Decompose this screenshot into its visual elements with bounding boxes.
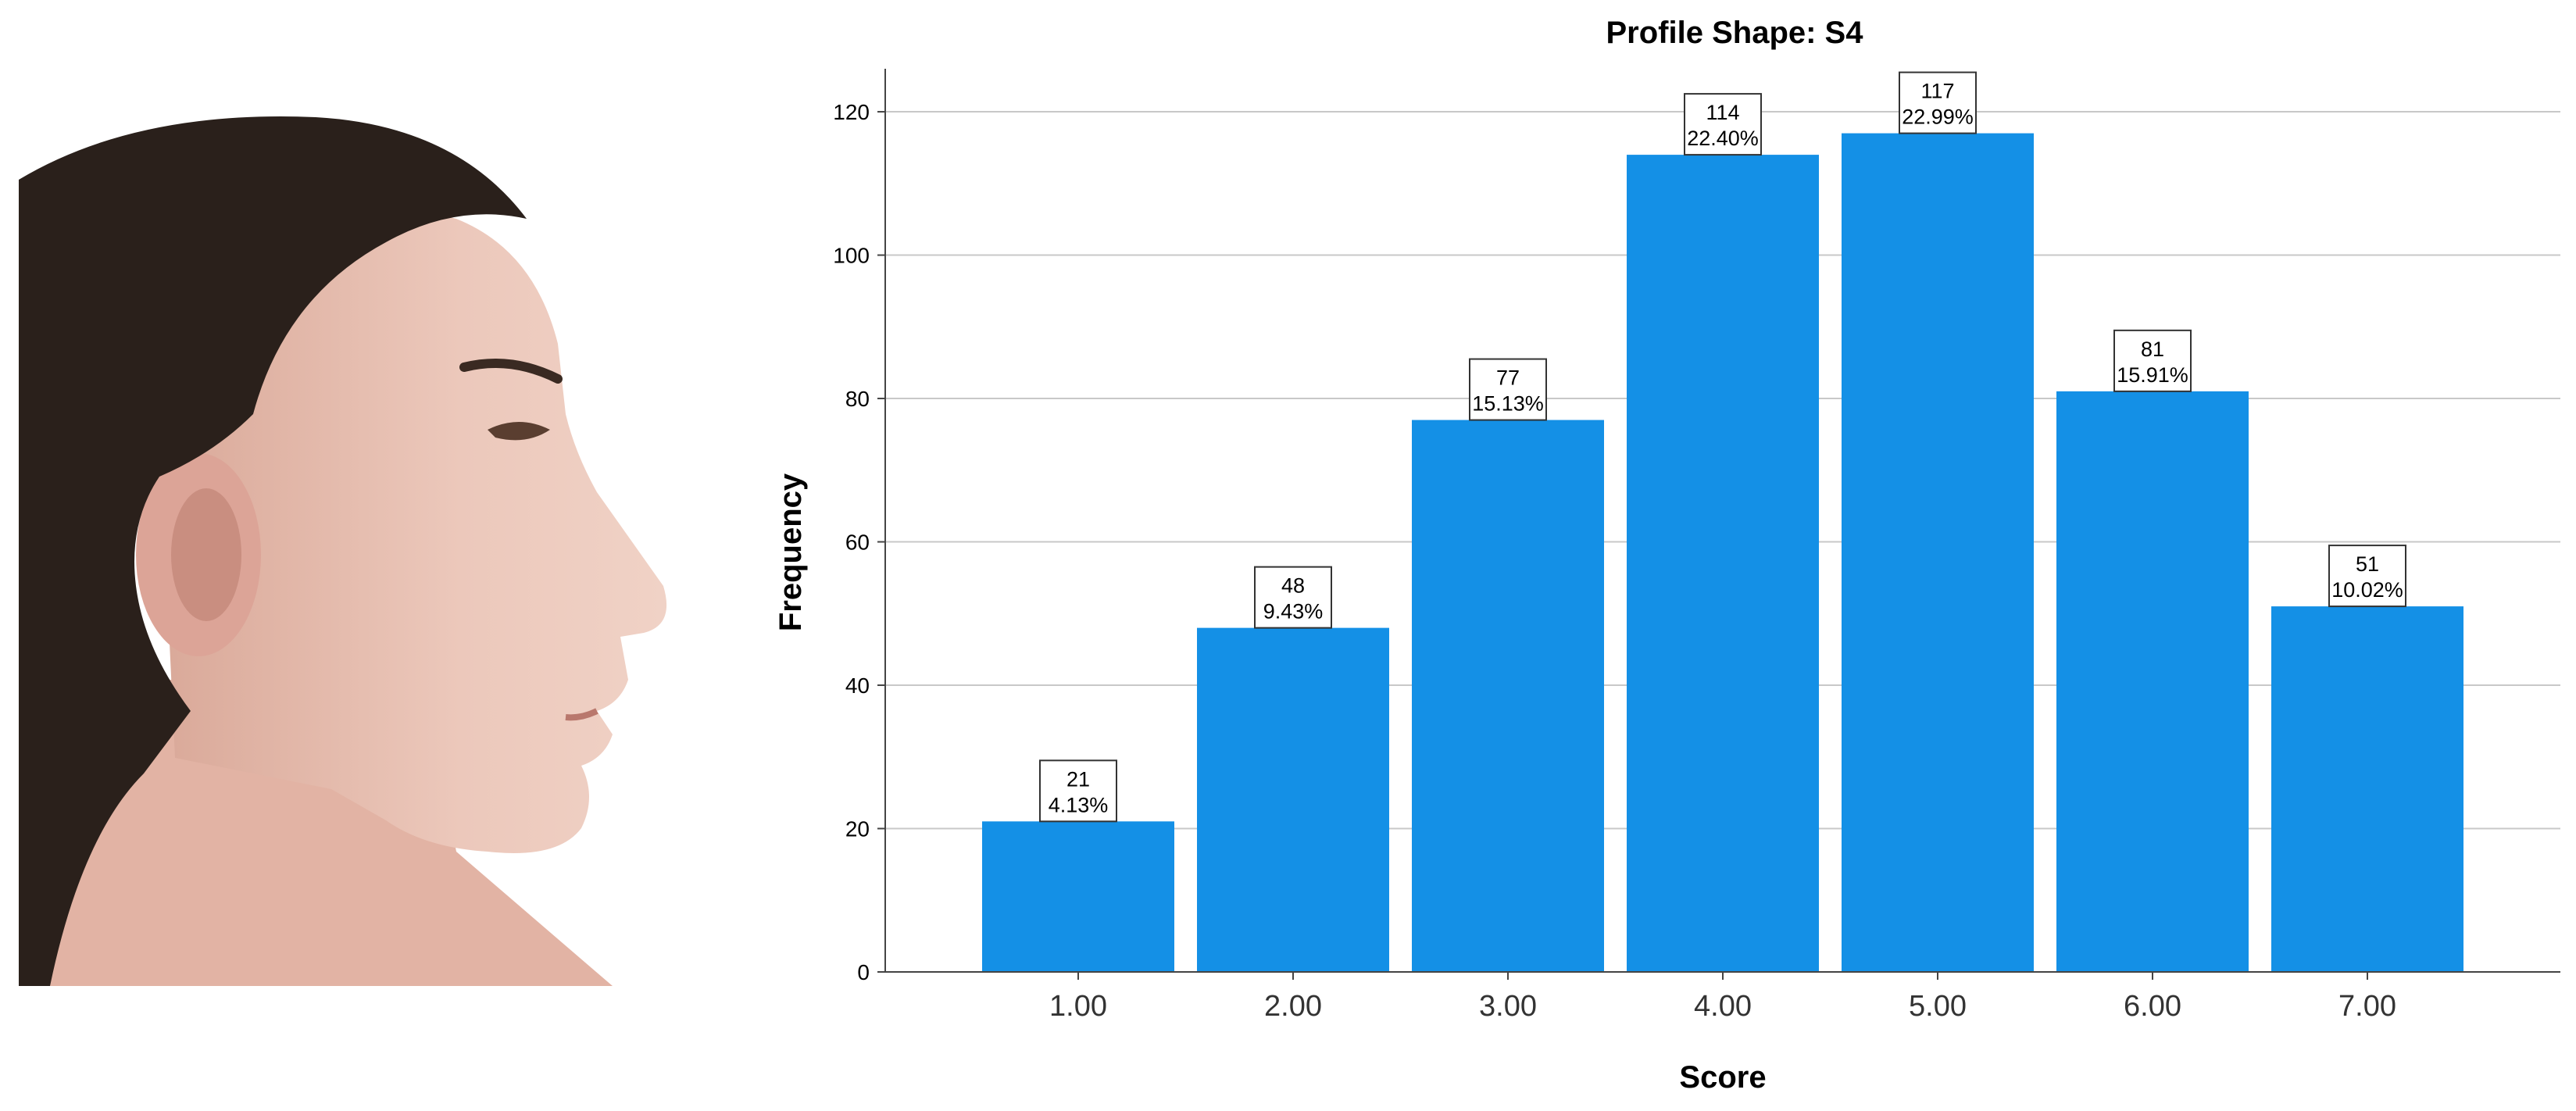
data-label-percent: 22.99% — [1902, 105, 1974, 129]
bar — [2056, 391, 2249, 972]
bar — [1412, 420, 1604, 972]
y-tick-label: 0 — [857, 960, 870, 984]
bars — [982, 133, 2463, 973]
data-label-box — [2328, 545, 2406, 608]
data-label-percent: 15.13% — [1472, 392, 1544, 416]
bar — [982, 821, 1174, 972]
data-label-box — [2113, 329, 2192, 392]
data-label-box — [1899, 71, 1977, 134]
data-label-percent: 15.91% — [2117, 363, 2188, 387]
data-label-count: 77 — [1496, 366, 1520, 390]
y-tick-label: 100 — [833, 244, 870, 268]
x-tick-label: 2.00 — [1264, 990, 1322, 1023]
x-tick-label: 1.00 — [1049, 990, 1107, 1023]
data-label-box — [1039, 759, 1117, 823]
profile-face-photo — [19, 86, 738, 986]
bar — [1197, 627, 1389, 972]
data-label-count: 117 — [1920, 80, 1954, 103]
x-tick-label: 3.00 — [1479, 990, 1537, 1023]
data-label-count: 51 — [2356, 552, 2379, 576]
x-tick-label: 5.00 — [1909, 990, 1967, 1023]
data-label-count: 48 — [1281, 574, 1305, 598]
x-tick-label: 6.00 — [2124, 990, 2181, 1023]
y-axis-ticks: 0 20 40 60 80 100 120 — [833, 100, 885, 984]
data-label-box — [1684, 93, 1762, 156]
bar — [1842, 133, 2034, 973]
data-label-box — [1469, 358, 1547, 421]
x-tick-label: 7.00 — [2338, 990, 2396, 1023]
data-label-percent: 9.43% — [1263, 600, 1324, 623]
bar — [1627, 155, 1819, 973]
data-label-percent: 10.02% — [2331, 578, 2403, 602]
data-label-percent: 22.40% — [1687, 127, 1759, 150]
bar — [2271, 606, 2463, 972]
chart-title: Profile Shape: S4 — [1606, 16, 1864, 50]
data-label-count: 81 — [2141, 338, 2164, 361]
y-axis-title: Frequency — [774, 473, 808, 631]
data-label-box — [1254, 566, 1332, 629]
y-tick-label: 40 — [845, 673, 870, 698]
data-label-count: 114 — [1706, 101, 1739, 124]
data-label-count: 21 — [1066, 767, 1090, 791]
x-axis-ticks: 1.00 2.00 3.00 4.00 5.00 6.00 7.00 — [1049, 972, 2396, 1023]
x-axis-title: Score — [1679, 1060, 1766, 1095]
y-tick-label: 60 — [845, 530, 870, 555]
y-tick-label: 80 — [845, 387, 870, 411]
x-tick-label: 4.00 — [1694, 990, 1752, 1023]
data-label-percent: 4.13% — [1049, 793, 1109, 816]
y-tick-label: 20 — [845, 817, 870, 841]
y-tick-label: 120 — [833, 100, 870, 124]
